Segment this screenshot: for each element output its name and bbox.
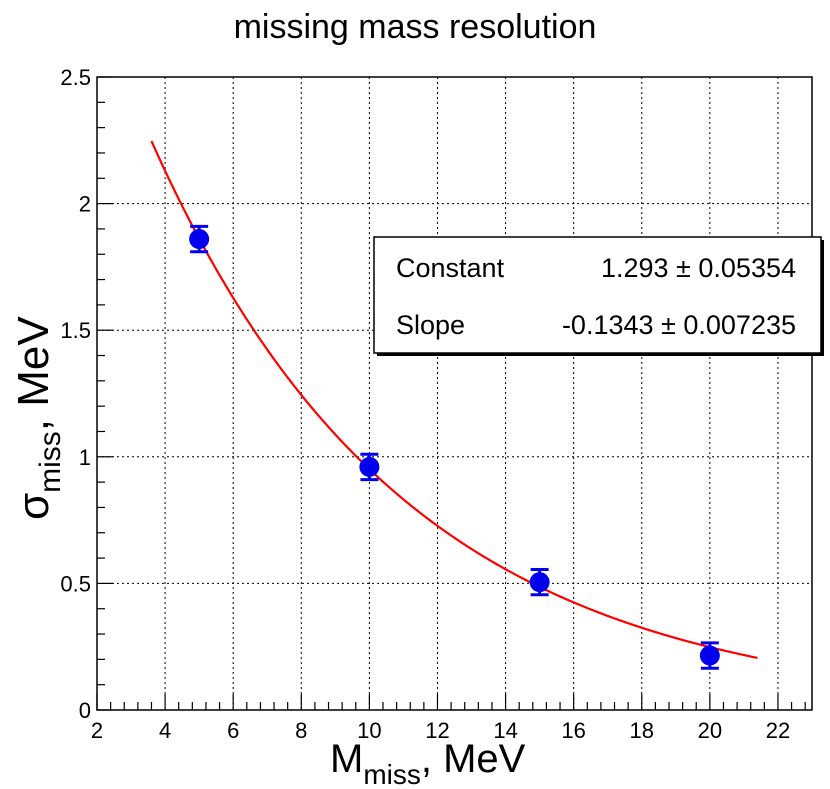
axis-ticks [96, 76, 806, 711]
x-tick-label: 8 [295, 718, 307, 743]
x-tick-label: 2 [91, 718, 103, 743]
plot-frame [96, 76, 813, 711]
x-tick-label: 14 [493, 718, 517, 743]
chart-title: missing mass resolution [234, 8, 597, 46]
x-tick-label: 6 [227, 718, 239, 743]
stats-row-name: Constant [396, 253, 505, 283]
x-axis-title: Mmiss, MeV [330, 737, 526, 789]
stats-row-name: Slope [396, 310, 465, 340]
data-point [189, 224, 210, 254]
data-point [699, 641, 720, 670]
stats-row-value: 1.293 ± 0.05354 [601, 253, 796, 283]
data-point [529, 567, 550, 597]
x-tick-label: 4 [159, 718, 171, 743]
x-tick-label: 16 [561, 718, 585, 743]
data-points [189, 224, 720, 670]
point-marker [529, 572, 550, 593]
y-tick-label: 0.5 [60, 571, 91, 596]
y-tick-label: 1 [79, 445, 91, 470]
x-tick-label: 20 [698, 718, 722, 743]
stats-box-shadow [377, 353, 824, 356]
point-marker [359, 456, 380, 477]
stats-box: Constant 1.293 ± 0.05354 Slope -0.1343 ±… [373, 236, 824, 356]
y-tick-label: 2.5 [60, 65, 91, 90]
point-marker [189, 229, 210, 250]
y-tick-labels: 0 0.5 1 1.5 2 2.5 [60, 65, 91, 723]
fit-curve [150, 140, 758, 659]
stats-box-shadow [821, 240, 824, 356]
y-axis-title: σmiss, MeV [9, 316, 67, 520]
y-tick-label: 1.5 [60, 318, 91, 343]
y-tick-label: 2 [79, 192, 91, 217]
stats-box-frame [373, 236, 822, 354]
stats-row-value: -0.1343 ± 0.007235 [562, 310, 796, 340]
x-tick-labels: 2 4 6 8 10 12 14 16 18 20 22 [91, 718, 790, 743]
x-tick-label: 22 [766, 718, 790, 743]
x-tick-label: 18 [630, 718, 654, 743]
x-tick-label: 12 [425, 718, 449, 743]
y-tick-label: 0 [79, 698, 91, 723]
grid [97, 77, 812, 710]
point-marker [699, 645, 720, 666]
data-point [359, 452, 380, 482]
x-tick-label: 10 [357, 718, 381, 743]
